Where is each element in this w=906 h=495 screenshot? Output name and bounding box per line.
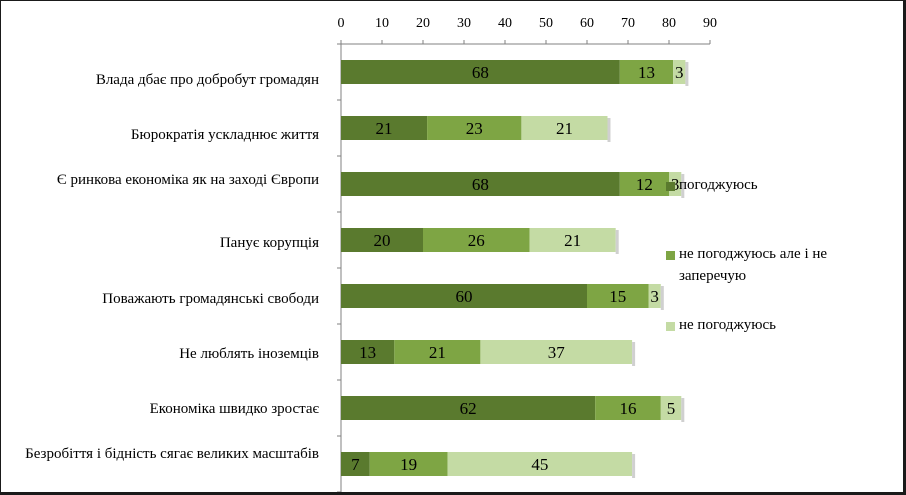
x-tick-label: 20 (416, 16, 430, 31)
bar-segment (341, 228, 423, 252)
data-label: 60 (456, 287, 473, 306)
bar-shadow (607, 118, 611, 142)
x-tick-label: 60 (580, 16, 594, 31)
bar-shadow (681, 174, 685, 198)
data-label: 62 (460, 399, 477, 418)
bar-segment (619, 60, 674, 84)
bar-shadow (660, 286, 664, 310)
bar-segment (660, 396, 682, 420)
data-label: 68 (472, 175, 489, 194)
bar-segment (341, 172, 620, 196)
bar-segment (521, 116, 608, 140)
bar-segment (341, 284, 587, 308)
category-label: Панує корупція (219, 235, 319, 251)
bar-shadow (632, 454, 636, 478)
legend-swatch-neutral (666, 251, 675, 260)
data-label: 15 (609, 287, 626, 306)
bar-segment (587, 284, 649, 308)
bar-segment (673, 60, 686, 84)
bar-shadow (685, 62, 689, 86)
bar-segment (480, 340, 633, 364)
data-label: 3 (675, 63, 684, 82)
category-label: Влада дбає про добробут громадян (95, 72, 319, 88)
bar-segment (341, 396, 596, 420)
category-label: Безробіття і бідність сягає великих масш… (25, 446, 319, 462)
bar-segment (619, 172, 669, 196)
category-label: Бюрократія ускладнює життя (130, 127, 319, 143)
data-label: 3 (650, 287, 659, 306)
x-tick-label: 90 (703, 16, 717, 31)
legend-label-neutral: не погоджуюсь але і не заперечую (679, 246, 828, 284)
data-label: 3 (671, 175, 680, 194)
bar-segment (529, 228, 616, 252)
bar-segment (341, 60, 620, 84)
data-label: 16 (620, 399, 637, 418)
data-label: 5 (667, 399, 676, 418)
bar-shadow (615, 230, 619, 254)
data-label: 12 (636, 175, 653, 194)
data-label: 21 (556, 119, 573, 138)
x-tick-label: 70 (621, 16, 635, 31)
x-tick-label: 0 (338, 16, 345, 31)
legend-label-agree: погоджуюсь (679, 177, 758, 193)
bar-segment (341, 452, 370, 476)
data-label: 23 (466, 119, 483, 138)
category-label: Є ринкова економіка як на заході Європи (56, 172, 319, 188)
x-tick-label: 40 (498, 16, 512, 31)
bar-segment (423, 228, 530, 252)
x-tick-label: 30 (457, 16, 471, 31)
legend-swatch-disagree (666, 322, 675, 331)
bar-shadow (632, 342, 636, 366)
legend-swatch-agree (666, 182, 675, 191)
data-label: 20 (374, 231, 391, 250)
x-tick-label: 80 (662, 16, 676, 31)
bar-segment (447, 452, 633, 476)
data-label: 45 (531, 455, 548, 474)
data-label: 19 (400, 455, 417, 474)
x-tick-label: 10 (375, 16, 389, 31)
bar-segment (341, 116, 428, 140)
category-label: Поважають громадянські свободи (102, 291, 319, 307)
bar-segment (595, 396, 661, 420)
category-label: Економіка швидко зростає (149, 401, 319, 417)
category-label: Не люблять іноземців (179, 346, 319, 362)
data-label: 21 (564, 231, 581, 250)
data-label: 21 (376, 119, 393, 138)
data-label: 7 (351, 455, 360, 474)
data-label: 26 (468, 231, 485, 250)
bar-segment (341, 340, 395, 364)
data-label: 21 (429, 343, 446, 362)
data-label: 13 (638, 63, 655, 82)
legend-label-disagree: не погоджуюсь (679, 317, 777, 333)
bar-segment (427, 116, 522, 140)
bar-segment (369, 452, 448, 476)
bar-segment (648, 284, 661, 308)
bar-shadow (681, 398, 685, 422)
x-tick-label: 50 (539, 16, 553, 31)
data-label: 37 (548, 343, 566, 362)
data-label: 68 (472, 63, 489, 82)
bar-segment (394, 340, 481, 364)
data-label: 13 (359, 343, 376, 362)
